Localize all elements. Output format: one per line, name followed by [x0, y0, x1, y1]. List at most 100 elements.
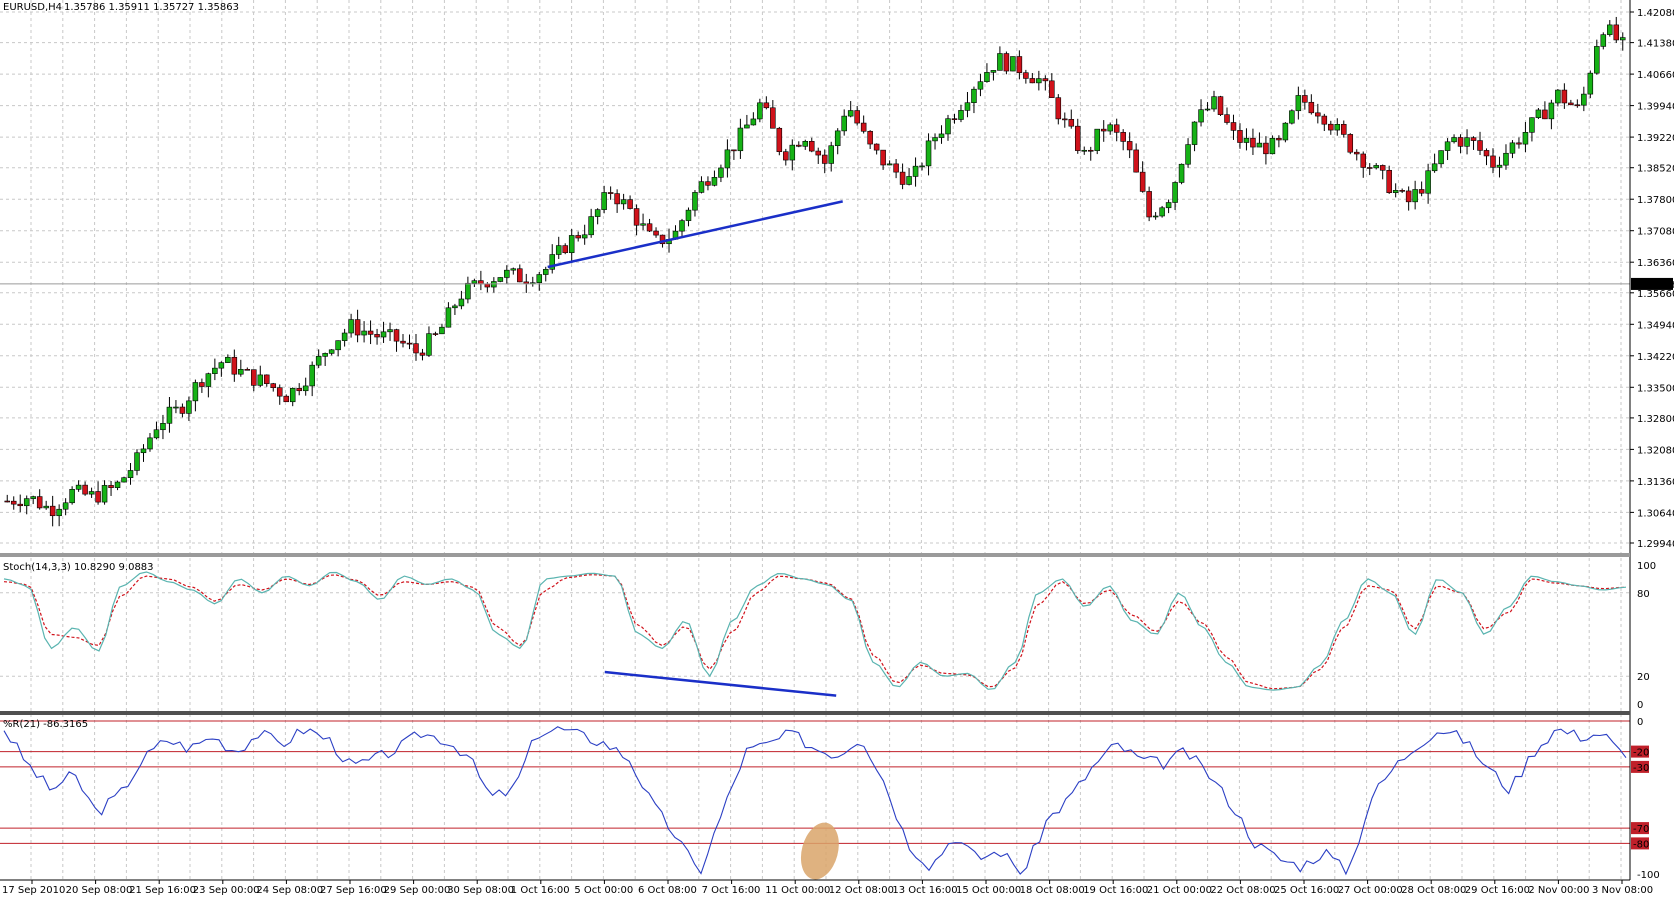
candle-body — [1555, 89, 1561, 104]
candle-body — [127, 470, 134, 478]
price-tick-label: 1.39940 — [1637, 102, 1674, 113]
candle-body — [1412, 189, 1418, 203]
candle-body — [607, 192, 614, 194]
candle-body — [984, 72, 990, 83]
candle-body — [1204, 108, 1211, 111]
candle-body — [1334, 124, 1341, 131]
time-tick-label: 12 Oct 08:00 — [829, 885, 894, 896]
candle-body — [1289, 110, 1295, 124]
candle-body — [315, 356, 322, 366]
candle-body — [341, 332, 348, 341]
candle-body — [945, 118, 951, 135]
candle-body — [1087, 149, 1094, 152]
candle-body — [523, 281, 530, 284]
candle-body — [108, 485, 114, 488]
time-tick-label: 11 Oct 00:00 — [765, 885, 830, 896]
price-tick-label: 1.36360 — [1637, 258, 1674, 269]
stochastic-label: Stoch(14,3,3) 10.8290 9.0883 — [3, 562, 154, 573]
candle-body — [1607, 24, 1613, 35]
candle-body — [419, 352, 426, 356]
price-tick-label: 1.29940 — [1637, 539, 1674, 550]
candle-body — [1113, 124, 1120, 133]
candle-body — [179, 406, 186, 414]
candle-body — [1016, 56, 1023, 73]
price-tick-label: 1.38520 — [1637, 164, 1674, 175]
candle-body — [413, 343, 419, 354]
candle-body — [698, 181, 705, 193]
candle-body — [763, 102, 770, 109]
candle-body — [893, 163, 899, 173]
candle-body — [1347, 134, 1354, 153]
time-tick-label: 21 Oct 00:00 — [1147, 885, 1212, 896]
price-tick-label: 1.32080 — [1637, 445, 1674, 456]
time-tick-label: 25 Oct 16:00 — [1274, 885, 1339, 896]
candle-body — [1353, 151, 1360, 155]
candle-body — [555, 245, 562, 255]
candle-body — [705, 181, 711, 186]
price-tick-label: 1.32800 — [1637, 414, 1674, 425]
candle-body — [886, 163, 893, 166]
candle-body — [828, 145, 834, 164]
price-tick-label: 1.34940 — [1637, 320, 1674, 331]
candle-body — [1269, 137, 1276, 155]
candle-body — [147, 437, 153, 450]
candle-body — [659, 234, 666, 245]
candle-body — [958, 110, 964, 120]
time-tick-label: 27 Oct 00:00 — [1338, 885, 1403, 896]
time-tick-label: 29 Sep 00:00 — [384, 885, 451, 896]
candle-body — [192, 382, 199, 402]
candle-body — [919, 165, 925, 168]
candle-body — [199, 382, 205, 387]
candle-body — [1405, 190, 1412, 203]
candle-body — [1003, 53, 1010, 72]
price-tick-label: 1.40660 — [1637, 70, 1674, 81]
candle-body — [218, 362, 225, 369]
candle-body — [166, 406, 173, 424]
candle-body — [640, 223, 646, 226]
candle-body — [114, 481, 121, 488]
candle-body — [348, 319, 354, 334]
candle-body — [1126, 141, 1133, 151]
candle-body — [1178, 163, 1185, 183]
candle-body — [1568, 102, 1574, 106]
candle-body — [1295, 95, 1302, 112]
candle-body — [354, 319, 361, 336]
candle-body — [1509, 142, 1516, 154]
candle-body — [1023, 72, 1029, 79]
candle-body — [1522, 132, 1529, 145]
candle-body — [1217, 96, 1224, 115]
time-tick-label: 21 Sep 16:00 — [129, 885, 196, 896]
candle-body — [1036, 78, 1042, 84]
candle-body — [692, 192, 698, 211]
candle-body — [588, 216, 594, 236]
candle-body — [906, 176, 912, 185]
candle-body — [263, 374, 270, 384]
candle-body — [1243, 137, 1250, 143]
last-price-label: 1.35863 — [1634, 280, 1674, 291]
candle-body — [95, 491, 101, 503]
candle-body — [309, 364, 315, 387]
candle-body — [873, 143, 880, 151]
candle-body — [1094, 128, 1100, 151]
candle-body — [283, 395, 289, 403]
candle-body — [504, 269, 510, 278]
candle-body — [568, 235, 575, 254]
candle-body — [633, 208, 640, 226]
candle-body — [1191, 121, 1198, 145]
candle-body — [860, 122, 867, 132]
candle-body — [1172, 182, 1178, 203]
candle-body — [821, 154, 828, 164]
candle-body — [867, 130, 873, 145]
candle-body — [880, 149, 886, 166]
candle-body — [367, 330, 374, 335]
candle-body — [1438, 150, 1444, 165]
candle-body — [205, 373, 212, 387]
candle-body — [724, 149, 731, 169]
candle-body — [36, 496, 43, 509]
candle-body — [497, 277, 504, 282]
candle-body — [426, 333, 432, 356]
williams-r-level-box — [1631, 745, 1649, 758]
candle-body — [1029, 78, 1036, 84]
candle-body — [238, 369, 244, 375]
